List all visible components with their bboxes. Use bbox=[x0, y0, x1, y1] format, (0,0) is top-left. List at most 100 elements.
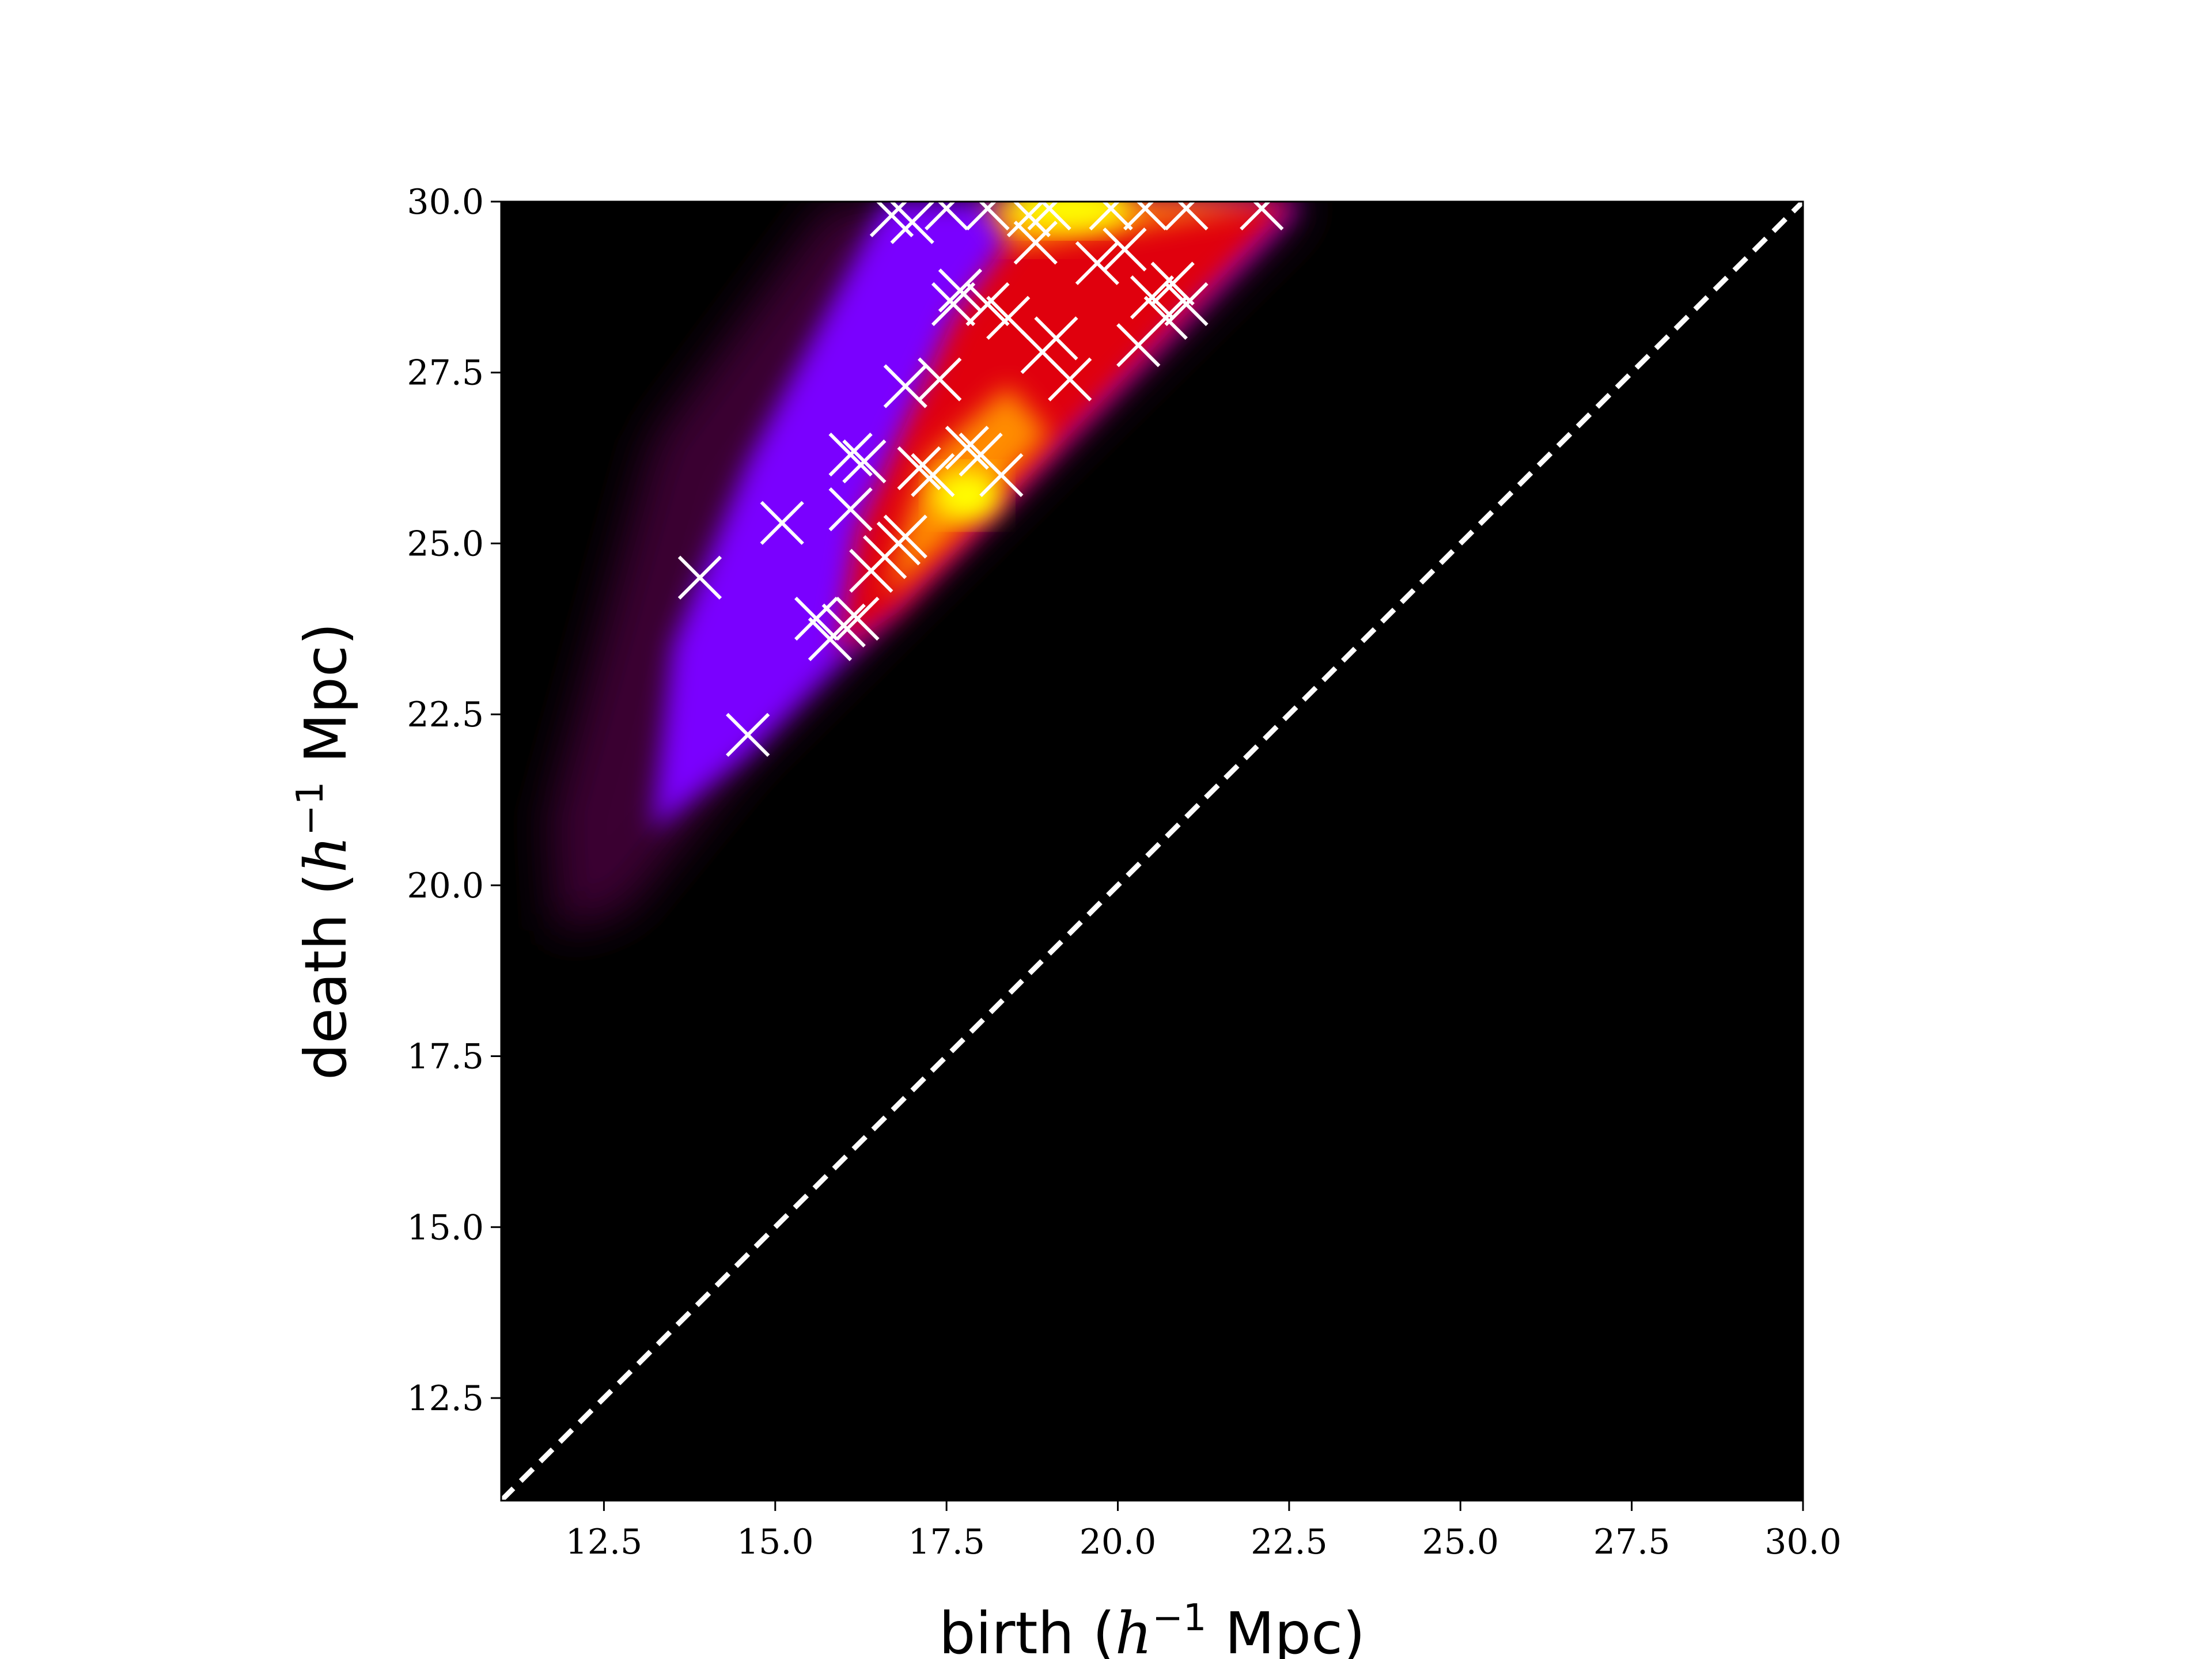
marker-stroke bbox=[925, 202, 956, 230]
marker-stroke bbox=[828, 433, 873, 477]
marker-stroke bbox=[1123, 202, 1155, 230]
scatter-point bbox=[918, 357, 962, 402]
scatter-point bbox=[883, 514, 927, 559]
marker-stroke bbox=[911, 453, 955, 497]
scatter-point bbox=[931, 282, 976, 327]
marker-stroke bbox=[1164, 282, 1209, 327]
y-axis-label: death (h−1 Mpc) bbox=[289, 623, 359, 1080]
x-tick-label: 27.5 bbox=[1593, 1522, 1671, 1562]
marker-stroke bbox=[883, 364, 927, 408]
scatter-point bbox=[1123, 202, 1168, 230]
marker-stroke bbox=[1143, 296, 1188, 340]
marker-stroke bbox=[965, 282, 1010, 327]
marker-stroke bbox=[1240, 202, 1271, 230]
scatter-point bbox=[1034, 316, 1078, 361]
marker-stroke bbox=[1089, 202, 1120, 230]
marker-stroke bbox=[869, 202, 908, 237]
scatter-point bbox=[979, 453, 1024, 497]
marker-stroke bbox=[1006, 202, 1045, 237]
marker-stroke bbox=[931, 282, 976, 327]
x-tick-label: 20.0 bbox=[1080, 1522, 1157, 1562]
marker-stroke bbox=[726, 713, 770, 757]
heatmap-yellow-top bbox=[1006, 202, 1134, 232]
scatter-point bbox=[760, 501, 804, 545]
scatter-point bbox=[1089, 202, 1133, 230]
marker-stroke bbox=[945, 426, 989, 470]
scatter-point bbox=[938, 268, 983, 313]
y-tick-label: 30.0 bbox=[407, 182, 484, 222]
x-tick-label: 22.5 bbox=[1251, 1522, 1328, 1562]
x-tick-label: 30.0 bbox=[1764, 1522, 1842, 1562]
scatter-markers bbox=[677, 202, 1284, 757]
x-axis-label: birth (h−1 Mpc) bbox=[939, 1597, 1365, 1659]
y-axis-ticks: 12.5 15.0 17.5 20.0 22.5 25.0 27.5 30.0 bbox=[407, 182, 501, 1419]
scatter-point bbox=[1006, 202, 1051, 237]
scatter-point bbox=[821, 603, 866, 647]
scatter-point bbox=[965, 202, 1010, 230]
x-tick-label: 15.0 bbox=[737, 1522, 814, 1562]
y-tick-label: 25.0 bbox=[407, 524, 484, 564]
marker-stroke bbox=[1150, 262, 1195, 306]
scatter-point bbox=[1164, 202, 1209, 230]
y-tick-label: 27.5 bbox=[407, 353, 484, 393]
marker-stroke bbox=[897, 446, 941, 490]
scatter-point bbox=[794, 596, 839, 641]
y-tick-label: 17.5 bbox=[407, 1037, 484, 1077]
x-tick-label: 17.5 bbox=[908, 1522, 985, 1562]
marker-stroke bbox=[1027, 202, 1059, 230]
marker-stroke bbox=[1164, 202, 1196, 230]
scatter-point bbox=[1075, 241, 1119, 285]
scatter-point bbox=[911, 453, 955, 497]
scatter-point bbox=[842, 439, 887, 484]
scatter-point bbox=[925, 202, 969, 230]
marker-stroke bbox=[1013, 221, 1058, 265]
marker-stroke bbox=[938, 268, 983, 313]
scatter-point bbox=[1240, 202, 1284, 230]
marker-stroke bbox=[1034, 316, 1078, 361]
heatmap-yellow-peak bbox=[932, 469, 1002, 522]
plot-frame bbox=[500, 200, 1804, 1502]
marker-stroke bbox=[986, 296, 1031, 340]
y-tick-label: 22.5 bbox=[407, 695, 484, 735]
marker-stroke bbox=[965, 202, 997, 230]
y-tick-label: 20.0 bbox=[407, 866, 484, 906]
x-tick-label: 25.0 bbox=[1422, 1522, 1499, 1562]
y-tick-label: 12.5 bbox=[407, 1378, 484, 1419]
diagonal-line bbox=[499, 199, 1805, 1503]
marker-stroke bbox=[794, 596, 839, 641]
marker-stroke bbox=[828, 487, 873, 532]
heatmap-red-layer bbox=[836, 202, 1296, 653]
scatter-point bbox=[726, 713, 770, 757]
scatter-point bbox=[1048, 357, 1092, 402]
marker-stroke bbox=[918, 357, 962, 402]
scatter-point bbox=[828, 433, 873, 477]
scatter-point bbox=[1150, 262, 1195, 306]
marker-stroke bbox=[760, 501, 804, 545]
marker-stroke bbox=[890, 202, 934, 244]
scatter-point bbox=[897, 446, 941, 490]
marker-stroke bbox=[821, 603, 866, 647]
scatter-point bbox=[945, 426, 989, 470]
density-heatmap bbox=[549, 202, 1317, 933]
x-axis-ticks: 12.5 15.0 17.5 20.0 22.5 25.0 27.5 30.0 bbox=[566, 1501, 1842, 1562]
y-tick-label: 15.0 bbox=[407, 1207, 484, 1248]
marker-stroke bbox=[1103, 227, 1147, 272]
scatter-point bbox=[677, 555, 722, 600]
marker-stroke bbox=[835, 596, 880, 641]
scatter-point bbox=[1103, 227, 1147, 272]
scatter-point bbox=[1013, 221, 1058, 265]
scatter-point bbox=[965, 282, 1010, 327]
x-tick-label: 12.5 bbox=[566, 1522, 643, 1562]
scatter-point bbox=[828, 487, 873, 532]
marker-stroke bbox=[979, 453, 1024, 497]
marker-stroke bbox=[842, 439, 887, 484]
marker-stroke bbox=[1048, 357, 1092, 402]
marker-stroke bbox=[1075, 241, 1119, 285]
scatter-point bbox=[890, 202, 934, 244]
marker-stroke bbox=[883, 514, 927, 559]
scatter-point bbox=[1027, 202, 1071, 230]
scatter-point bbox=[835, 596, 880, 641]
scatter-point bbox=[1164, 282, 1209, 327]
marker-stroke bbox=[677, 555, 722, 600]
